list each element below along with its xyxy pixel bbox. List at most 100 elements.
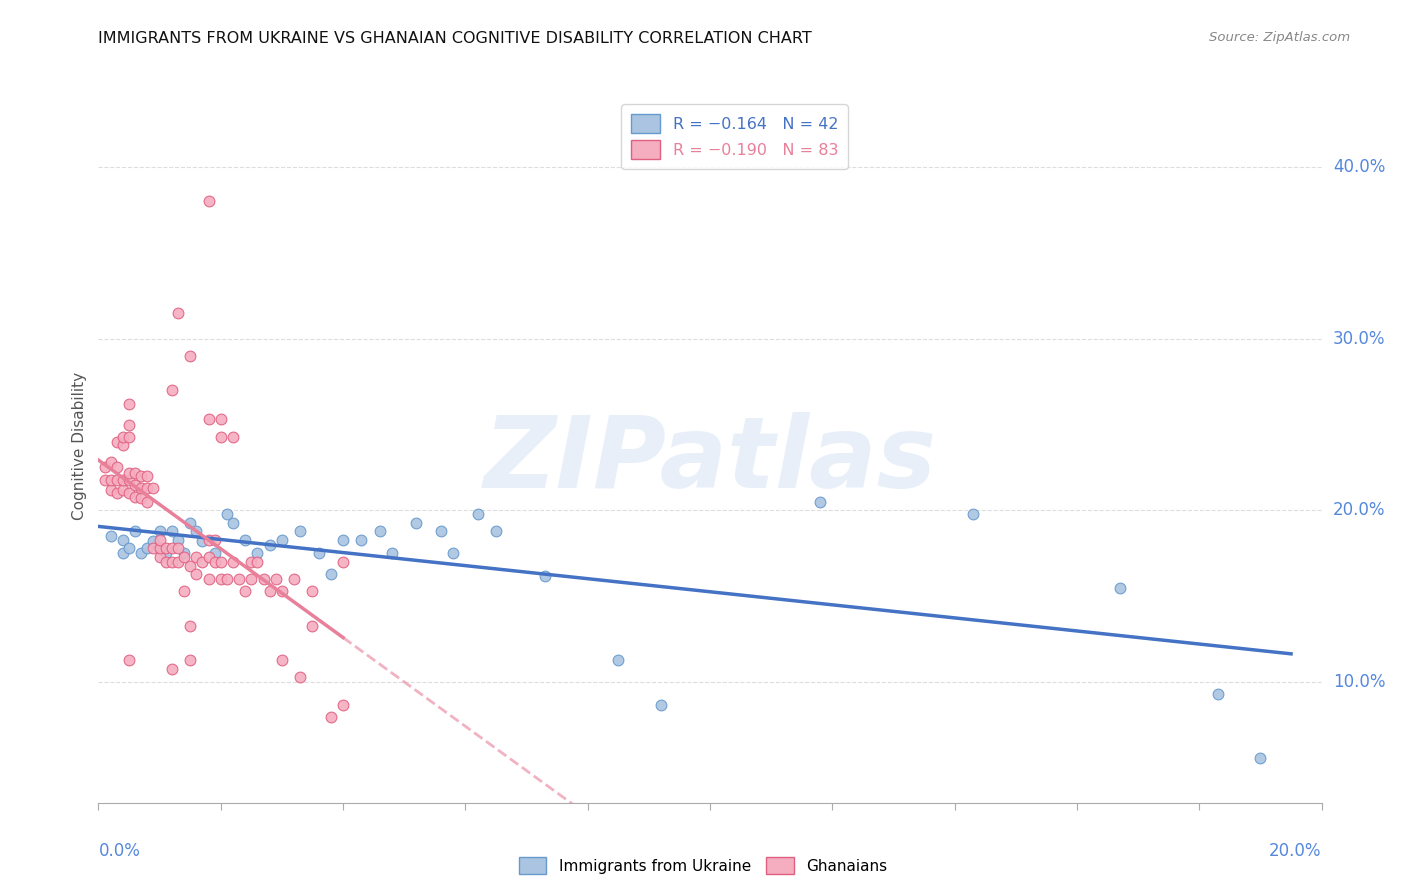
Point [405,516,427,530]
Point [209,412,232,426]
Point [650,698,672,712]
Point [105,473,128,487]
Point [319,710,342,724]
Point [105,434,128,449]
Point [186,549,208,564]
Point [179,558,201,573]
Text: 20.0%: 20.0% [1270,842,1322,860]
Point [252,572,274,586]
Point [118,429,141,443]
Point [129,469,152,483]
Point [197,549,219,564]
Point [100,529,122,543]
Legend: R = −0.164   N = 42, R = −0.190   N = 83: R = −0.164 N = 42, R = −0.190 N = 83 [621,104,848,169]
Point [197,533,219,547]
Point [100,455,122,469]
Point [111,483,134,497]
Text: 40.0%: 40.0% [1333,158,1385,176]
Point [118,653,141,667]
Point [129,481,152,495]
Point [1249,751,1271,765]
Point [270,653,292,667]
Point [1108,581,1130,595]
Text: 0.0%: 0.0% [98,842,141,860]
Point [215,572,238,586]
Point [215,507,238,521]
Point [209,429,232,443]
Point [233,584,256,599]
Text: ZIPatlas: ZIPatlas [484,412,936,508]
Point [270,533,292,547]
Point [142,541,165,556]
Point [332,698,354,712]
Point [197,412,219,426]
Point [111,533,134,547]
Point [301,584,323,599]
Point [149,549,172,564]
Point [179,653,201,667]
Point [149,533,172,547]
Point [240,572,263,586]
Point [149,524,172,538]
Point [118,486,141,500]
Point [93,460,115,475]
Point [319,567,342,582]
Legend: Immigrants from Ukraine, Ghanaians: Immigrants from Ukraine, Ghanaians [513,851,893,880]
Point [301,618,323,632]
Point [209,555,232,569]
Point [173,584,195,599]
Point [222,516,245,530]
Point [222,429,245,443]
Point [534,569,557,583]
Point [129,546,152,560]
Point [155,555,177,569]
Text: 20.0%: 20.0% [1333,501,1385,519]
Point [808,495,831,509]
Point [124,490,146,504]
Point [118,473,141,487]
Point [118,541,141,556]
Point [118,466,141,480]
Point [246,555,269,569]
Point [173,546,195,560]
Point [105,486,128,500]
Point [100,483,122,497]
Point [129,491,152,506]
Point [167,555,190,569]
Point [179,516,201,530]
Point [350,533,373,547]
Point [179,618,201,632]
Point [111,546,134,560]
Point [167,533,190,547]
Point [368,524,391,538]
Point [259,538,281,552]
Point [233,533,256,547]
Point [204,533,226,547]
Point [222,555,245,569]
Point [149,541,172,556]
Point [209,572,232,586]
Y-axis label: Cognitive Disability: Cognitive Disability [72,372,87,520]
Point [118,417,141,432]
Text: 30.0%: 30.0% [1333,329,1385,348]
Point [160,541,183,556]
Point [1206,688,1229,702]
Point [111,429,134,443]
Point [111,438,134,452]
Point [160,524,183,538]
Point [607,653,630,667]
Point [290,524,312,538]
Point [173,549,195,564]
Point [283,572,305,586]
Point [259,584,281,599]
Point [204,546,226,560]
Point [191,534,214,549]
Point [430,524,453,538]
Point [142,534,165,549]
Point [160,555,183,569]
Point [962,507,984,521]
Point [124,477,146,491]
Point [167,306,190,320]
Point [142,481,165,495]
Point [111,473,134,487]
